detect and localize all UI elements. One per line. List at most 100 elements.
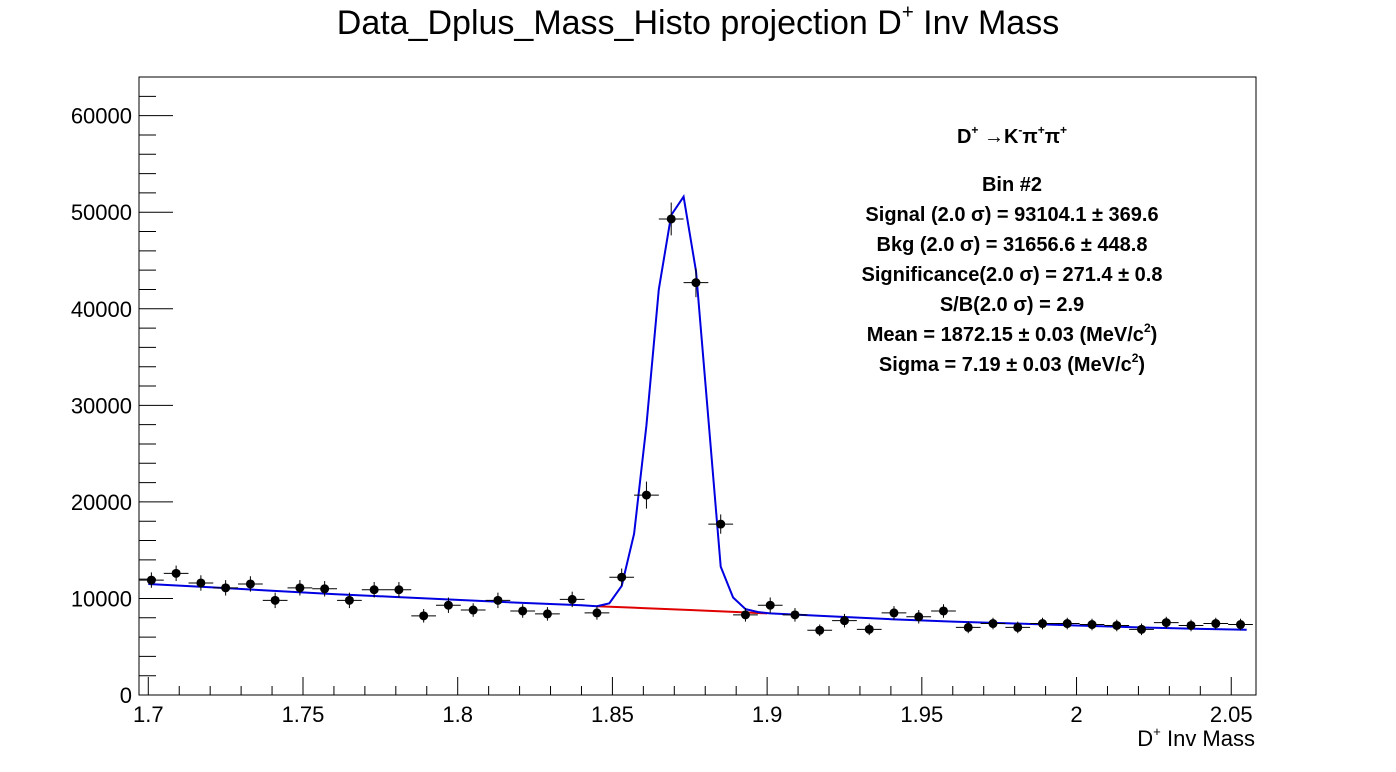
data-point [1129, 623, 1154, 636]
data-point [856, 623, 882, 636]
y-tick-label: 10000 [71, 586, 132, 611]
point-marker [1211, 619, 1221, 629]
data-point [931, 604, 956, 618]
data-point [287, 580, 313, 596]
data-point [510, 604, 536, 618]
point-marker [740, 610, 750, 620]
y-tick-label: 40000 [71, 297, 132, 322]
y-tick-label: 30000 [71, 393, 132, 418]
data-point [411, 609, 437, 623]
point-marker [542, 609, 552, 619]
point-marker [666, 214, 676, 224]
point-marker [889, 608, 899, 618]
data-point [609, 568, 635, 586]
fit-results-box: D+ →K-π+π+ Bin #2 Signal (2.0 σ) = 93104… [812, 122, 1212, 380]
data-point [1153, 616, 1179, 629]
point-marker [567, 594, 577, 604]
point-marker [839, 616, 849, 626]
data-point [683, 268, 709, 298]
point-marker [493, 595, 503, 605]
point-marker [146, 575, 156, 585]
data-point [634, 481, 659, 509]
chart-title: Data_Dplus_Mass_Histo projection D+ Inv … [336, 1, 1060, 42]
point-marker [295, 583, 305, 593]
x-axis: 1.7 1.75 1.8 1.85 1.9 1.95 2 2.05 [133, 677, 1253, 727]
data-point [238, 576, 263, 592]
signal-value: Signal (2.0 σ) = 93104.1 ± 369.6 [865, 204, 1159, 226]
point-marker [270, 595, 280, 605]
data-point [361, 582, 387, 598]
data-point [1079, 618, 1105, 631]
point-marker [1062, 619, 1072, 629]
data-point [1178, 619, 1204, 632]
point-marker [790, 610, 800, 620]
point-marker [1161, 618, 1171, 628]
sigma-value: Sigma = 7.19 ± 0.03 (MeV/c2) [878, 351, 1146, 376]
point-marker [938, 606, 948, 616]
data-points [139, 202, 1253, 637]
point-marker [617, 572, 627, 582]
data-point [139, 572, 164, 588]
data-point [1030, 617, 1055, 630]
data-point [535, 607, 560, 621]
point-marker [988, 619, 998, 629]
x-tick-label: 1.75 [282, 702, 325, 727]
point-marker [221, 583, 231, 593]
data-point [733, 608, 758, 622]
point-marker [691, 278, 701, 288]
point-marker [468, 605, 478, 615]
point-marker [1013, 622, 1023, 632]
point-marker [245, 579, 255, 589]
data-point [436, 597, 461, 613]
total-fit-curve [148, 194, 1247, 631]
point-marker [1112, 620, 1122, 630]
y-tick-label: 50000 [71, 200, 132, 225]
point-marker [1236, 620, 1246, 630]
x-tick-label: 1.9 [752, 702, 783, 727]
background-fit-line [596, 605, 768, 615]
x-tick-label: 1.95 [900, 702, 943, 727]
x-axis-label: D+ Inv Mass [1137, 724, 1255, 751]
point-marker [1186, 620, 1196, 630]
data-point [980, 617, 1006, 630]
x-tick-label: 2.05 [1210, 702, 1253, 727]
data-point [213, 580, 239, 596]
data-point [955, 621, 981, 634]
background-value: Bkg (2.0 σ) = 31656.6 ± 448.8 [876, 234, 1148, 256]
data-point [262, 592, 288, 609]
data-point [1203, 617, 1229, 630]
data-point [782, 608, 808, 622]
data-point [312, 581, 338, 597]
point-marker [171, 568, 181, 578]
y-tick-label: 60000 [71, 104, 132, 129]
data-point [906, 610, 932, 624]
point-marker [369, 585, 379, 595]
data-point [658, 202, 684, 236]
data-point [337, 592, 362, 609]
point-marker [963, 622, 973, 632]
data-point [757, 597, 783, 613]
point-marker [864, 624, 874, 634]
point-marker [1087, 620, 1097, 630]
point-marker [320, 584, 330, 594]
point-marker [443, 600, 453, 610]
mean-value: Mean = 1872.15 ± 0.03 (MeV/c2) [866, 321, 1158, 346]
data-point [386, 582, 412, 598]
data-point [460, 603, 486, 617]
x-tick-label: 1.7 [133, 702, 164, 727]
point-marker [716, 519, 726, 529]
x-tick-label: 1.8 [442, 702, 473, 727]
bin-label: Bin #2 [981, 174, 1043, 196]
point-marker [344, 595, 354, 605]
point-marker [419, 611, 429, 621]
point-marker [765, 600, 775, 610]
data-point [1054, 617, 1080, 630]
point-marker [815, 625, 825, 635]
data-point [708, 514, 734, 534]
data-point [1104, 619, 1130, 632]
data-point [1228, 618, 1253, 631]
data-point [559, 591, 585, 608]
point-marker [394, 585, 404, 595]
point-marker [1137, 624, 1147, 634]
